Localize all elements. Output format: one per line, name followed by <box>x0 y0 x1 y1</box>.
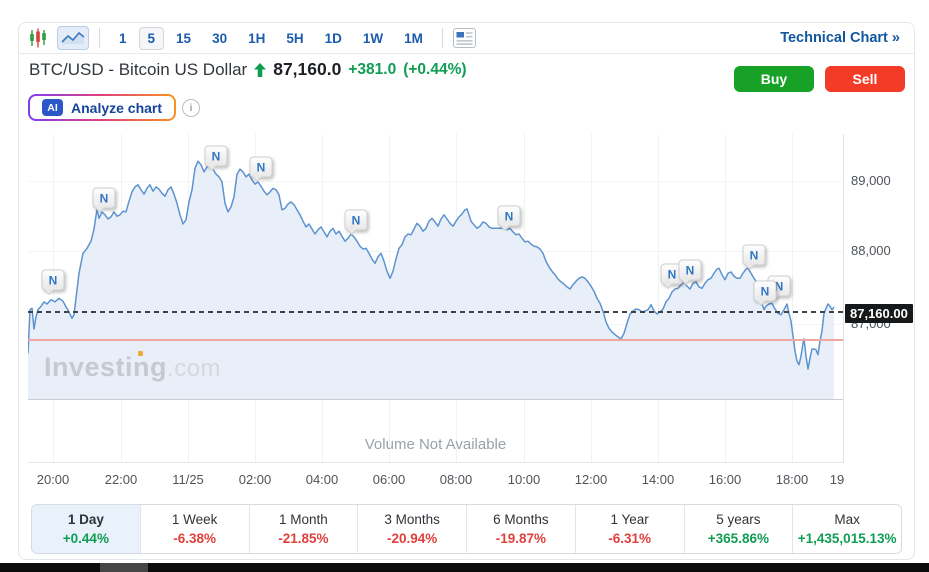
performance-value: -20.94% <box>386 531 438 546</box>
performance-value: +365.86% <box>707 531 769 546</box>
vertical-gridline <box>792 134 793 463</box>
performance-value: -6.38% <box>173 531 217 546</box>
news-marker[interactable]: N <box>41 269 65 291</box>
timeframe-1m[interactable]: 1M <box>404 30 423 46</box>
performance-period-label: 1 Day <box>67 512 104 527</box>
chart-card: 1 5 15 30 1H 5H 1D 1W 1M Technical Chart » B <box>18 22 915 560</box>
vertical-gridline <box>658 134 659 463</box>
time-axis-label: 04:00 <box>305 472 339 487</box>
time-axis-label: 02:00 <box>238 472 272 487</box>
timeframe-1d[interactable]: 1D <box>324 30 342 46</box>
performance-value: -21.85% <box>278 531 329 546</box>
toolbar-divider <box>441 28 443 48</box>
timeframe-30[interactable]: 30 <box>212 30 228 46</box>
time-axis-label: 19 <box>829 472 845 487</box>
performance-period-label: 6 Months <box>493 512 549 527</box>
volume-pane-separator <box>28 399 843 400</box>
news-marker[interactable]: N <box>344 209 368 231</box>
performance-cell-6-months[interactable]: 6 Months -19.87% <box>467 505 576 553</box>
price-change-percent: (+0.44%) <box>403 60 467 78</box>
time-axis-label: 06:00 <box>372 472 406 487</box>
news-marker[interactable]: N <box>204 145 228 167</box>
performance-period-label: 1 Week <box>171 512 218 527</box>
vertical-gridline <box>53 134 54 463</box>
x-axis-line <box>28 462 843 463</box>
performance-cell-1-week[interactable]: 1 Week -6.38% <box>141 505 250 553</box>
time-axis-label: 14:00 <box>641 472 675 487</box>
performance-cell-max[interactable]: Max +1,435,015.13% <box>793 505 901 553</box>
news-marker[interactable]: N <box>497 205 521 227</box>
time-axis-label: 11/25 <box>172 472 204 487</box>
time-axis-label: 20:00 <box>36 472 70 487</box>
performance-cell-1-day[interactable]: 1 Day +0.44% <box>32 505 141 553</box>
line-chart-icon[interactable] <box>57 26 89 50</box>
time-axis-label: 16:00 <box>708 472 742 487</box>
news-marker[interactable]: N <box>249 156 273 178</box>
chevron-double-right-icon: » <box>891 30 900 46</box>
time-axis-label: 12:00 <box>574 472 608 487</box>
ai-badge-icon: AI <box>42 99 63 116</box>
news-marker[interactable]: N <box>678 259 702 281</box>
current-price-dashed-line <box>28 311 843 313</box>
news-panel-icon[interactable] <box>452 28 476 48</box>
performance-cell-1-year[interactable]: 1 Year -6.31% <box>576 505 685 553</box>
watermark-accent-dot <box>138 351 143 356</box>
performance-cell-5-years[interactable]: 5 years +365.86% <box>685 505 794 553</box>
timeframe-1[interactable]: 1 <box>119 30 127 46</box>
current-price-tag: 87,160.00 <box>845 304 913 323</box>
performance-period-label: 5 years <box>716 512 761 527</box>
performance-period-label: 1 Year <box>610 512 649 527</box>
analyze-chart-label: Analyze chart <box>71 99 163 116</box>
timeframe-5h[interactable]: 5H <box>286 30 304 46</box>
chart-toolbar: 1 5 15 30 1H 5H 1D 1W 1M Technical Chart » <box>19 23 914 54</box>
time-axis-label: 10:00 <box>507 472 541 487</box>
performance-period-label: 3 Months <box>384 512 440 527</box>
performance-period-label: Max <box>834 512 860 527</box>
price-axis-label: 88,000 <box>851 243 891 258</box>
performance-cell-1-month[interactable]: 1 Month -21.85% <box>250 505 359 553</box>
timeframe-1h[interactable]: 1H <box>248 30 266 46</box>
media-strip-segment <box>100 563 148 572</box>
news-marker[interactable]: N <box>742 244 766 266</box>
timeframe-1w[interactable]: 1W <box>362 30 384 46</box>
performance-value: -6.31% <box>608 531 652 546</box>
performance-cell-3-months[interactable]: 3 Months -20.94% <box>358 505 467 553</box>
instrument-title: BTC/USD - Bitcoin US Dollar <box>29 59 248 79</box>
performance-value: -19.87% <box>495 531 547 546</box>
price-axis[interactable]: 89,000 88,000 87,000 87,160.00 <box>843 134 916 463</box>
time-axis-label: 22:00 <box>104 472 138 487</box>
performance-value: +0.44% <box>62 531 109 546</box>
technical-chart-link[interactable]: Technical Chart » <box>780 30 900 46</box>
time-axis-label: 18:00 <box>775 472 809 487</box>
sell-button[interactable]: Sell <box>825 66 905 92</box>
last-price: 87,160.0 <box>273 59 342 79</box>
timeframe-5[interactable]: 5 <box>138 26 165 50</box>
toolbar-divider <box>99 28 100 48</box>
candlestick-chart-icon[interactable] <box>29 28 47 48</box>
price-axis-label: 89,000 <box>851 173 891 188</box>
bottom-media-strip <box>0 563 929 572</box>
news-marker[interactable]: N <box>753 280 777 302</box>
news-marker[interactable]: N <box>92 187 116 209</box>
info-icon[interactable]: i <box>182 99 200 117</box>
price-change: +381.0 <box>348 60 397 78</box>
timeframe-group: 1 5 15 30 1H 5H 1D 1W 1M <box>110 26 432 50</box>
previous-close-line <box>28 339 843 341</box>
analyze-chart-button[interactable]: AI Analyze chart <box>28 94 176 121</box>
timeframe-15[interactable]: 15 <box>176 30 192 46</box>
performance-period-label: 1 Month <box>278 512 328 527</box>
quote-header: BTC/USD - Bitcoin US Dollar 87,160.0 +38… <box>29 59 467 80</box>
performance-value: +1,435,015.13% <box>797 531 897 546</box>
watermark: Investing.com <box>44 352 222 382</box>
performance-bar: 1 Day +0.44% 1 Week -6.38% 1 Month -21.85% 3 M… <box>31 504 902 554</box>
time-axis[interactable]: 20:00 22:00 11/25 02:00 04:00 06:00 08:00 10:00… <box>28 472 846 488</box>
horizontal-gridline <box>28 181 843 182</box>
buy-button[interactable]: Buy <box>734 66 814 92</box>
arrow-up-icon <box>254 62 267 77</box>
volume-note: Volume Not Available <box>364 436 507 453</box>
time-axis-label: 08:00 <box>439 472 473 487</box>
